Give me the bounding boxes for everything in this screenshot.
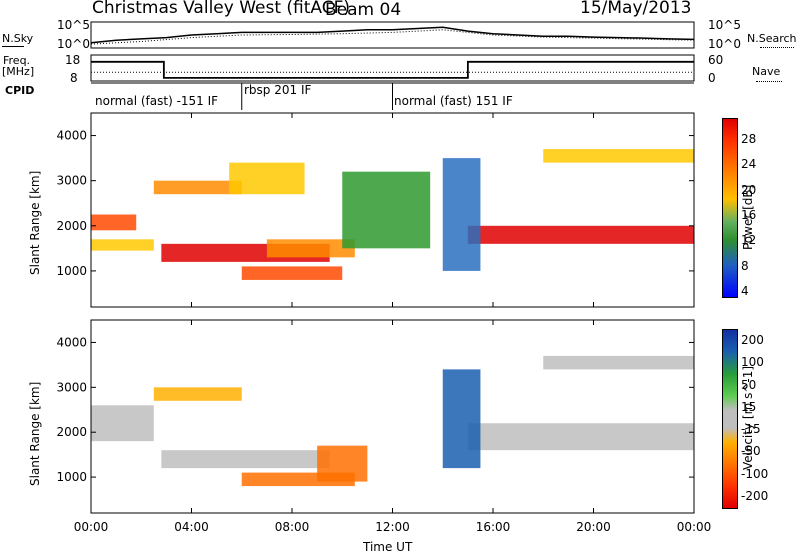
power-band-8 bbox=[467, 225, 694, 244]
power-ytick-label-2: 2000 bbox=[56, 219, 87, 233]
velocity-ytick-label-3: 3000 bbox=[56, 380, 87, 394]
nsky-label: N.Sky bbox=[2, 32, 34, 45]
nsky-legend-line bbox=[2, 46, 24, 47]
nave-tick-high: 60 bbox=[708, 53, 724, 67]
xtick-label-4: 12:00 bbox=[375, 520, 410, 534]
power-colorbar bbox=[722, 118, 738, 298]
chart-title: Christmas Valley West (fitACF) bbox=[92, 0, 351, 18]
power-colorbar-tick-6: 8 bbox=[741, 258, 749, 273]
power-band-1 bbox=[91, 214, 137, 231]
noise-tick-low-right: 10^0 bbox=[708, 37, 741, 51]
velocity-ylabel: Slant Range [km] bbox=[28, 381, 42, 486]
velocity-ytick-label-2: 2000 bbox=[56, 425, 87, 439]
xtick-label-6: 20:00 bbox=[576, 520, 611, 534]
velocity-ytick-label-1: 1000 bbox=[56, 470, 87, 484]
freq-tick-low: 8 bbox=[70, 71, 78, 85]
velocity-colorbar-tick-7: -100 bbox=[741, 466, 769, 481]
nsearch-label: N.Search bbox=[747, 32, 797, 45]
xlabel: Time UT bbox=[363, 540, 413, 554]
xtick-label-3: 08:00 bbox=[275, 520, 310, 534]
noise-panel-frame bbox=[90, 21, 695, 49]
power-ytick-label-4: 4000 bbox=[56, 129, 87, 143]
xtick-label-2: 04:00 bbox=[174, 520, 209, 534]
power-ytick-label-3: 3000 bbox=[56, 174, 87, 188]
velocity-colorbar-tick-6: -50 bbox=[741, 444, 761, 459]
velocity-panel-frame bbox=[90, 319, 695, 514]
freq-tick-high: 18 bbox=[65, 53, 81, 67]
power-band-9 bbox=[543, 149, 694, 163]
power-colorbar-tick-5: 12 bbox=[741, 233, 757, 248]
freq-label: Freq. bbox=[3, 54, 31, 67]
cpid-segment-1-label: normal (fast) -151 IF bbox=[95, 94, 219, 108]
velocity-band-5 bbox=[317, 445, 368, 482]
velocity-band-2 bbox=[153, 387, 242, 401]
velocity-colorbar-tick-2: 100 bbox=[741, 355, 764, 370]
cpid-segment-2-label: rbsp 201 IF bbox=[244, 83, 312, 97]
beam-label: Beam 04 bbox=[325, 0, 402, 20]
cpid-label: CPID bbox=[5, 84, 35, 97]
power-colorbar-label: Power [dB] bbox=[741, 184, 755, 250]
power-colorbar-tick-4: 16 bbox=[741, 208, 757, 222]
velocity-band-6 bbox=[467, 423, 694, 451]
date-label: 15/May/2013 bbox=[580, 0, 692, 18]
power-colorbar-tick-2: 24 bbox=[741, 157, 757, 172]
velocity-band-8 bbox=[442, 369, 481, 469]
cpid-segment-3-label: normal (fast) 151 IF bbox=[394, 94, 513, 108]
noise-tick-high-right: 10^5 bbox=[708, 18, 741, 32]
power-band-3 bbox=[153, 180, 242, 195]
power-ytick-label-1: 1000 bbox=[56, 264, 87, 278]
power-ylabel: Slant Range [km] bbox=[28, 170, 42, 275]
velocity-band-1 bbox=[91, 405, 154, 442]
velocity-colorbar-tick-8: -200 bbox=[741, 488, 769, 503]
power-colorbar-tick-1: 28 bbox=[741, 131, 757, 146]
freq-series bbox=[91, 60, 694, 79]
velocity-colorbar-tick-4: 15 bbox=[741, 399, 757, 414]
velocity-band-3 bbox=[161, 450, 330, 469]
velocity-ytick-label-4: 4000 bbox=[56, 335, 87, 349]
power-band-2 bbox=[91, 239, 154, 251]
power-band-5 bbox=[241, 266, 343, 280]
power-band-7 bbox=[229, 162, 305, 195]
power-band-6 bbox=[266, 239, 355, 258]
xtick-label-7: 00:00 bbox=[677, 520, 712, 534]
freq-unit: [MHz] bbox=[2, 65, 35, 78]
power-band-11 bbox=[442, 158, 481, 271]
nave-label: Nave bbox=[752, 65, 781, 78]
nsearch-legend-line bbox=[760, 47, 794, 48]
velocity-colorbar-tick-1: 200 bbox=[741, 333, 764, 348]
velocity-colorbar bbox=[722, 329, 738, 509]
velocity-colorbar-tick-5: -15 bbox=[741, 422, 761, 437]
velocity-colorbar-tick-3: 50 bbox=[741, 377, 757, 392]
noise-tick-high-left: 10^5 bbox=[57, 18, 90, 32]
velocity-band-7 bbox=[543, 355, 694, 370]
power-band-10 bbox=[342, 171, 431, 249]
power-colorbar-tick-7: 4 bbox=[741, 284, 749, 299]
power-colorbar-tick-3: 20 bbox=[741, 182, 757, 197]
freq-panel-frame bbox=[90, 54, 695, 82]
nave-tick-low: 0 bbox=[708, 71, 716, 85]
noise-tick-low-left: 10^0 bbox=[57, 37, 90, 51]
velocity-colorbar-label: Velocity [m s^-1] bbox=[741, 365, 755, 470]
noise-series-1 bbox=[90, 26, 695, 44]
nave-legend-line bbox=[756, 81, 782, 82]
xtick-label-5: 16:00 bbox=[476, 520, 511, 534]
xtick-label-1: 00:00 bbox=[74, 520, 109, 534]
